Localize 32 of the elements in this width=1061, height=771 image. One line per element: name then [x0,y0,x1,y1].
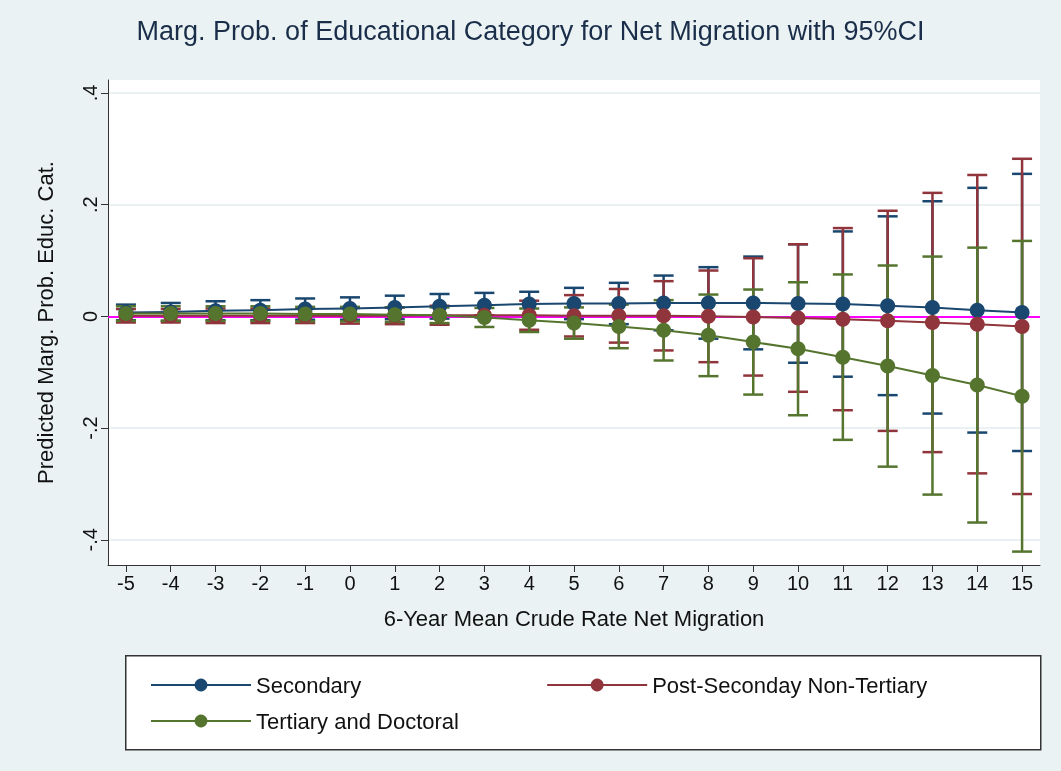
x-tick-label: 5 [568,572,580,594]
x-tick-label: -4 [161,572,180,594]
legend-label: Post-Seconday Non-Tertiary [652,672,928,698]
x-tick-label: -2 [251,572,270,594]
x-tick-label: 10 [786,572,810,594]
x-tick-label: 6 [613,572,625,594]
y-tick-label: -.2 [79,416,101,440]
x-tick-label: 15 [1010,572,1034,594]
y-tick-label: .2 [79,196,101,213]
x-axis-title: 6-Year Mean Crude Rate Net Migration [383,605,765,631]
x-tick-label: 13 [921,572,944,594]
x-tick-label: 11 [832,572,854,594]
y-tick-label: 0 [79,310,101,322]
y-axis-title: Predicted Marg. Prob. Educ. Cat. [32,161,58,484]
legend-label: Secondary [256,672,362,698]
y-tick-label: .4 [79,84,101,102]
y-tick-label: -.4 [79,528,101,552]
x-tick-label: 14 [966,572,989,594]
x-tick-label: 0 [344,572,356,594]
x-tick-label: 1 [389,572,401,594]
x-tick-label: 8 [702,572,714,594]
x-tick-label: 4 [523,572,535,594]
x-tick-label: 12 [876,572,899,594]
x-tick-label: 3 [478,572,490,594]
chart-title: Marg. Prob. of Educational Category for Net Migration with 95%CI [136,15,925,46]
x-tick-label: 2 [434,572,446,594]
x-tick-label: -3 [206,572,225,594]
x-tick-label: 9 [747,572,759,594]
legend-label: Tertiary and Doctoral [256,708,459,734]
x-tick-label: -5 [117,572,135,594]
x-tick-label: -1 [296,572,315,594]
x-tick-label: 7 [658,572,670,594]
